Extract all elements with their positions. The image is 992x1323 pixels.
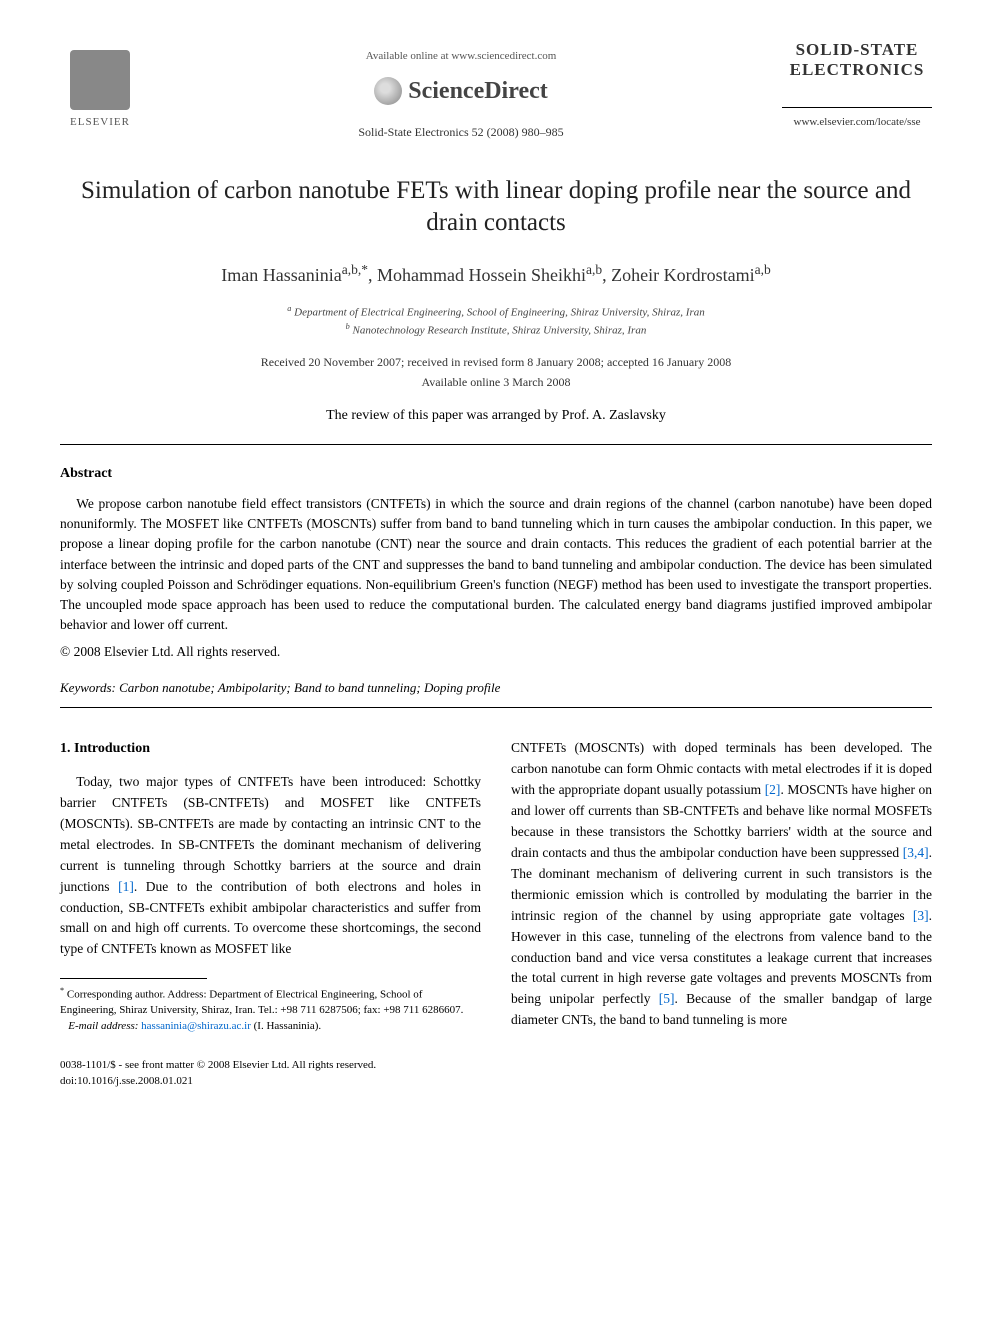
dates-line1: Received 20 November 2007; received in r… [60, 353, 932, 371]
elsevier-tree-icon [70, 50, 130, 110]
journal-name-line2: ELECTRONICS [782, 60, 932, 80]
dates-line2: Available online 3 March 2008 [60, 373, 932, 391]
review-note: The review of this paper was arranged by… [60, 405, 932, 426]
sciencedirect-text: ScienceDirect [408, 73, 548, 109]
footnote-email-label: E-mail address: [68, 1020, 138, 1032]
journal-name-line1: SOLID-STATE [782, 40, 932, 60]
left-column: 1. Introduction Today, two major types o… [60, 738, 481, 1034]
footer-line1: 0038-1101/$ - see front matter © 2008 El… [60, 1058, 932, 1073]
footnote-corresponding: * Corresponding author. Address: Departm… [60, 985, 481, 1018]
footer-line2: doi:10.1016/j.sse.2008.01.021 [60, 1074, 932, 1089]
ref-link-1[interactable]: [1] [118, 879, 134, 894]
available-online-text: Available online at www.sciencedirect.co… [140, 48, 782, 65]
author-2: Mohammad Hossein Sheikhi [377, 265, 586, 285]
author-1: Iman Hassaninia [221, 265, 341, 285]
ref-link-2b[interactable]: [2] [765, 782, 781, 797]
journal-citation: Solid-State Electronics 52 (2008) 980–98… [140, 123, 782, 141]
abstract-copyright: © 2008 Elsevier Ltd. All rights reserved… [60, 642, 932, 662]
center-header: Available online at www.sciencedirect.co… [140, 40, 782, 141]
abstract-heading: Abstract [60, 463, 932, 484]
journal-url: www.elsevier.com/locate/sse [782, 114, 932, 131]
footer-meta: 0038-1101/$ - see front matter © 2008 El… [60, 1058, 932, 1089]
footnote-corresponding-text: Corresponding author. Address: Departmen… [60, 989, 463, 1016]
author-1-sup: a,b,* [342, 262, 368, 277]
author-2-sup: a,b [586, 262, 602, 277]
author-3-sup: a,b [755, 262, 771, 277]
affiliation-a: Department of Electrical Engineering, Sc… [294, 306, 705, 318]
header-row: ELSEVIER Available online at www.science… [60, 40, 932, 141]
intro-para-left: Today, two major types of CNTFETs have b… [60, 772, 481, 960]
right-column: CNTFETs (MOSCNTs) with doped terminals h… [511, 738, 932, 1034]
journal-rule [782, 107, 932, 108]
rule-after-keywords [60, 707, 932, 708]
author-3: Zoheir Kordrostami [611, 265, 754, 285]
sciencedirect-icon [374, 77, 402, 105]
elsevier-logo: ELSEVIER [60, 40, 140, 130]
body-columns: 1. Introduction Today, two major types o… [60, 738, 932, 1034]
keywords-text: Carbon nanotube; Ambipolarity; Band to b… [119, 680, 500, 695]
journal-block: SOLID-STATE ELECTRONICS www.elsevier.com… [782, 40, 932, 130]
elsevier-label: ELSEVIER [70, 114, 130, 131]
footnote-email: E-mail address: hassaninia@shirazu.ac.ir… [60, 1019, 481, 1034]
ref-link-5[interactable]: [5] [659, 991, 675, 1006]
ref-link-3[interactable]: [3] [913, 908, 929, 923]
rule-before-abstract [60, 444, 932, 445]
intro-text-pre: Today, two major types of CNTFETs have b… [60, 774, 481, 894]
ref-link-34[interactable]: [3,4] [903, 845, 929, 860]
abstract-text: We propose carbon nanotube field effect … [60, 494, 932, 636]
sciencedirect-logo: ScienceDirect [374, 73, 548, 109]
footnote-email-link[interactable]: hassaninia@shirazu.ac.ir [141, 1020, 251, 1032]
footnote-rule [60, 978, 207, 979]
keywords-line: Keywords: Carbon nanotube; Ambipolarity;… [60, 678, 932, 698]
affiliations: a Department of Electrical Engineering, … [60, 303, 932, 339]
authors-line: Iman Hassaniniaa,b,*, Mohammad Hossein S… [60, 260, 932, 289]
introduction-heading: 1. Introduction [60, 738, 481, 760]
paper-title: Simulation of carbon nanotube FETs with … [60, 175, 932, 240]
affiliation-b: Nanotechnology Research Institute, Shira… [353, 324, 647, 336]
intro-para-right: CNTFETs (MOSCNTs) with doped terminals h… [511, 738, 932, 1031]
footnote-email-person: (I. Hassaninia). [254, 1020, 322, 1032]
keywords-label: Keywords: [60, 680, 116, 695]
